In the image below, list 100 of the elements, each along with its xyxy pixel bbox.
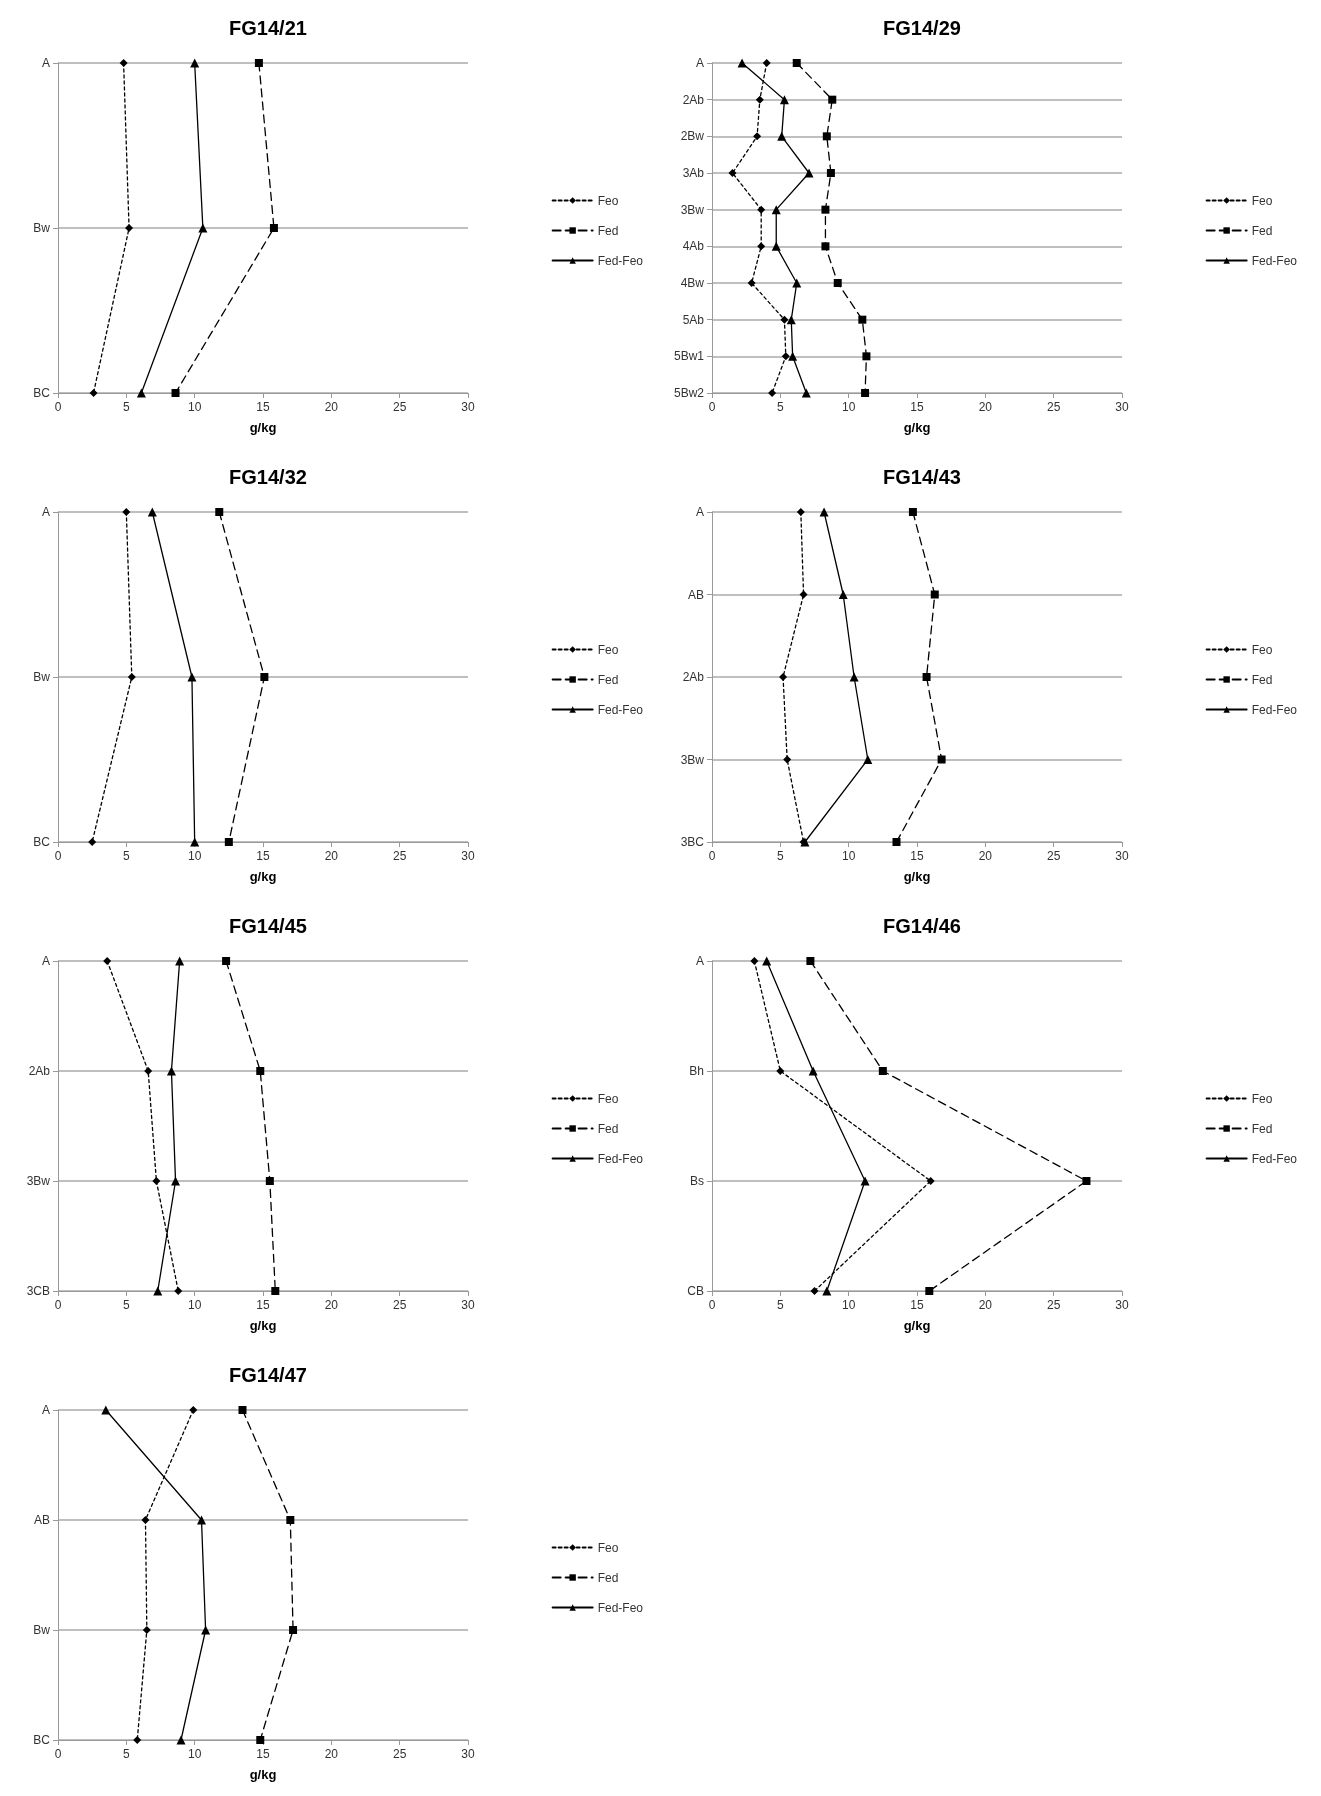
point bbox=[799, 590, 808, 599]
legend-label: Fed bbox=[1251, 672, 1273, 687]
point bbox=[1082, 1177, 1091, 1185]
point bbox=[147, 507, 157, 517]
y-tick-label: 2Ab bbox=[682, 670, 705, 684]
point bbox=[757, 242, 766, 251]
point bbox=[780, 315, 789, 324]
x-tick-label: 10 bbox=[187, 400, 202, 414]
y-tick-label: A bbox=[41, 954, 50, 968]
legend-label: Feo bbox=[1251, 193, 1273, 208]
point bbox=[127, 673, 136, 681]
point bbox=[808, 1066, 818, 1076]
point bbox=[753, 132, 762, 141]
x-tick-label: 30 bbox=[1115, 400, 1129, 414]
point bbox=[224, 838, 233, 846]
legend-label: Fed-Feo bbox=[597, 253, 644, 268]
legend-label: Feo bbox=[597, 642, 619, 657]
point bbox=[222, 957, 231, 965]
point bbox=[133, 1736, 142, 1744]
point bbox=[747, 279, 756, 287]
legend-label: Feo bbox=[597, 1091, 619, 1106]
point bbox=[201, 1625, 211, 1635]
y-tick-label: 2Ab bbox=[28, 1064, 51, 1078]
point bbox=[176, 1735, 186, 1745]
x-tick-label: 20 bbox=[324, 400, 339, 414]
point bbox=[256, 1736, 265, 1744]
y-tick-label: CB bbox=[687, 1284, 704, 1298]
point bbox=[779, 673, 788, 681]
y-tick-label: 4Ab bbox=[682, 239, 705, 254]
y-tick-label: 2Bw bbox=[680, 129, 705, 144]
point bbox=[810, 1287, 819, 1295]
x-tick-label: 25 bbox=[392, 400, 407, 414]
x-tick-label: 0 bbox=[708, 1298, 716, 1312]
y-tick-label: BC bbox=[33, 386, 51, 400]
point bbox=[153, 1286, 163, 1296]
point bbox=[776, 1067, 785, 1075]
point bbox=[141, 1516, 150, 1524]
point bbox=[801, 388, 811, 398]
point bbox=[122, 508, 131, 516]
x-tick-label: 5 bbox=[122, 1747, 130, 1761]
y-tick-label: 3Bw bbox=[680, 202, 705, 217]
point bbox=[821, 205, 830, 214]
x-tick-label: 20 bbox=[324, 1298, 339, 1312]
point bbox=[762, 59, 771, 67]
point bbox=[826, 169, 835, 177]
x-tick-label: 20 bbox=[324, 1747, 339, 1761]
chart-title: FG14/43 bbox=[883, 466, 961, 488]
y-tick-label: 5Bw1 bbox=[673, 349, 705, 364]
x-tick-label: 5 bbox=[776, 1298, 784, 1312]
y-tick-label: 3BC bbox=[680, 835, 705, 849]
point bbox=[860, 1176, 870, 1186]
point bbox=[822, 1286, 832, 1296]
point bbox=[858, 315, 867, 324]
y-tick-label: 3Bw bbox=[26, 1174, 51, 1188]
x-tick-label: 15 bbox=[256, 1298, 270, 1312]
x-tick-label: 10 bbox=[187, 1747, 202, 1761]
point bbox=[136, 388, 146, 398]
x-tick-label: 20 bbox=[978, 400, 993, 414]
point bbox=[254, 59, 263, 67]
point bbox=[796, 508, 805, 516]
point bbox=[783, 755, 792, 764]
point bbox=[142, 1626, 151, 1634]
point bbox=[892, 838, 901, 846]
x-axis-title: g/kg bbox=[249, 420, 277, 435]
point bbox=[792, 278, 802, 288]
legend-label: Fed bbox=[597, 1570, 619, 1585]
point bbox=[171, 1176, 181, 1186]
legend-label: Fed-Feo bbox=[1251, 1151, 1298, 1166]
point bbox=[144, 1067, 153, 1075]
y-tick-label: Bs bbox=[689, 1174, 704, 1188]
point bbox=[925, 1287, 934, 1295]
point bbox=[838, 590, 848, 599]
point bbox=[152, 1177, 161, 1185]
point bbox=[863, 755, 873, 764]
y-tick-label: A bbox=[695, 505, 704, 519]
point bbox=[260, 673, 269, 681]
point bbox=[265, 1177, 274, 1185]
point bbox=[779, 95, 789, 105]
x-tick-label: 25 bbox=[1046, 1298, 1061, 1312]
point bbox=[849, 672, 859, 682]
y-tick-label: A bbox=[41, 1403, 50, 1417]
point bbox=[833, 279, 842, 287]
point bbox=[792, 59, 801, 67]
y-tick-label: A bbox=[695, 954, 704, 968]
point bbox=[289, 1626, 298, 1634]
x-axis-title: g/kg bbox=[249, 1318, 277, 1333]
point bbox=[750, 957, 759, 965]
y-tick-label: A bbox=[695, 56, 704, 70]
x-tick-label: 10 bbox=[187, 1298, 202, 1312]
point bbox=[777, 131, 787, 141]
point bbox=[862, 352, 871, 361]
x-tick-label: 20 bbox=[978, 849, 993, 863]
x-tick-label: 5 bbox=[122, 400, 130, 414]
y-tick-label: BC bbox=[33, 835, 51, 849]
y-tick-label: Bh bbox=[689, 1064, 704, 1078]
point bbox=[175, 956, 185, 966]
point bbox=[166, 1066, 176, 1076]
point bbox=[922, 673, 931, 681]
point bbox=[755, 95, 764, 104]
point bbox=[197, 1515, 206, 1525]
